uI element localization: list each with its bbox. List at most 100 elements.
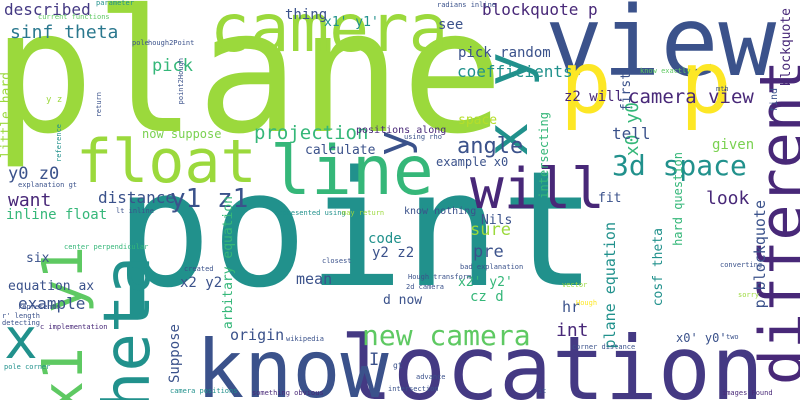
word-blockquote: blockquote (779, 8, 794, 87)
word-c-implementation: c implementation (40, 323, 108, 331)
word-plane-equation: plane equation (601, 222, 619, 349)
word-suppose: Suppose (167, 324, 183, 384)
word-lt-inline: lt inline (116, 207, 154, 215)
word-plane: plane (0, 0, 504, 172)
word-x1-y1: x1' y1' (324, 15, 379, 30)
word-now-suppose: now suppose (142, 127, 222, 141)
word-pick: pick (152, 56, 193, 76)
word-point: point (115, 136, 597, 323)
word-fit: fit (598, 191, 622, 206)
word-center-perpendicular: center perpendicular (64, 243, 149, 251)
word-d-now: d now (383, 293, 423, 308)
word-hough: Hough (576, 299, 598, 307)
word-explanation-gt: explanation gt (18, 181, 78, 189)
word-space: space (458, 113, 498, 128)
word-six: six (26, 251, 50, 266)
word-code: code (368, 231, 402, 247)
word-know: know (196, 323, 389, 400)
word-2d-camera: 2d camera (406, 283, 444, 291)
word-example: example (18, 294, 86, 313)
word-advance: advance (416, 373, 446, 381)
word-x: x (4, 307, 38, 372)
word-may-return: may return (342, 209, 385, 217)
word-pole: pole (132, 39, 149, 47)
word-x2-y2: x2' y2' (458, 275, 513, 290)
word-images-found: images Found (722, 389, 773, 397)
word-origin: origin (230, 326, 285, 344)
word-new-camera: new camera (362, 319, 531, 352)
word-z2-will: z2 will (564, 89, 624, 105)
word-cosf-theta: cosf theta (651, 228, 666, 307)
word-distance: distance (98, 188, 176, 207)
word-point2hough: point2Hough (177, 58, 185, 105)
word-using-rho: using rho (404, 133, 442, 141)
word-int: int (556, 320, 589, 341)
word-y2-z2: y2 z2 (372, 245, 415, 261)
word-line: line (270, 132, 434, 211)
word-cz-d: cz d (470, 289, 504, 305)
word-mth: mth (716, 85, 729, 93)
word-see: see (438, 17, 464, 33)
word-intersecting: intersecting (537, 112, 551, 199)
word-pick-random: pick random (458, 45, 551, 61)
word-float: float (76, 127, 257, 197)
word-hr: hr (562, 298, 581, 316)
word-know-nothing: know nothing (404, 206, 477, 217)
word-hough-transform: Hough transform (408, 273, 472, 281)
word-something-obvious: something obvious (252, 389, 324, 397)
word-mean: mean (296, 270, 333, 288)
word-vector: vector (562, 281, 588, 289)
word-represents: represents (18, 303, 61, 311)
word-want: want (8, 190, 52, 211)
word-current-functions: current functions (38, 13, 110, 21)
word-y1-z1: y1 z1 (170, 184, 249, 214)
word-created: created (184, 265, 214, 273)
word-location: location (340, 317, 764, 400)
word-camera-view: camera view (628, 86, 754, 108)
word-it: it (538, 387, 547, 395)
word-closest: closest (322, 257, 352, 265)
word-radians-inline: radians inline (437, 1, 497, 9)
word-inline-float: inline float (6, 207, 108, 223)
word-little-hard: little hard (0, 72, 14, 159)
word-y-z: y z (46, 95, 63, 105)
word-blockquote-p: blockquote p (482, 0, 598, 19)
word-pole-corner: pole corner (4, 363, 51, 371)
word-detecting: detecting (2, 319, 40, 327)
word-know-exactly: know exactly (640, 67, 691, 75)
word-represented-using: represented using (274, 209, 346, 217)
word-angle: angle (457, 134, 524, 159)
word-y0-z0: y0 z0 (8, 164, 60, 184)
word-corner-distance: corner distance (572, 343, 636, 351)
word-hard-question: hard question (671, 152, 685, 246)
word-arbitary-equation: arbitary equation (221, 196, 236, 330)
word-sure: sure (470, 220, 511, 240)
word-positions-along: positions along (356, 125, 447, 136)
word-parameter: parameter (96, 0, 134, 7)
word-view: view (545, 0, 777, 98)
word-find: find (769, 88, 780, 113)
word-3d-space: 3d space (612, 149, 747, 182)
word-r-length: r' length (2, 312, 40, 320)
word-i: I (369, 350, 380, 370)
word-camera: camera (210, 0, 449, 67)
word-pre: pre (473, 242, 504, 262)
word-x0-y0: x0' y0' (676, 331, 727, 345)
word-equation-ax: equation ax (8, 279, 95, 294)
word-hough2point: hough2Point (148, 39, 195, 47)
word-camera-positions: camera positions (170, 387, 238, 395)
word-tell: tell (612, 124, 651, 143)
word-described: described (4, 0, 91, 19)
word-example-x0: example x0 (436, 155, 509, 169)
word-thing: thing (285, 7, 328, 23)
word-intersection: intersection (388, 385, 439, 393)
word-sorry: sorry (738, 291, 760, 299)
word-wikipedia: wikipedia (286, 335, 324, 343)
word-bad-explanation: bad explanation (460, 263, 524, 271)
word-x2-y2: x2 y2 (180, 275, 223, 291)
word-converting: converting (720, 261, 763, 269)
word-look: look (706, 188, 750, 209)
word-will: will (470, 157, 605, 222)
word-return: return (95, 92, 103, 118)
